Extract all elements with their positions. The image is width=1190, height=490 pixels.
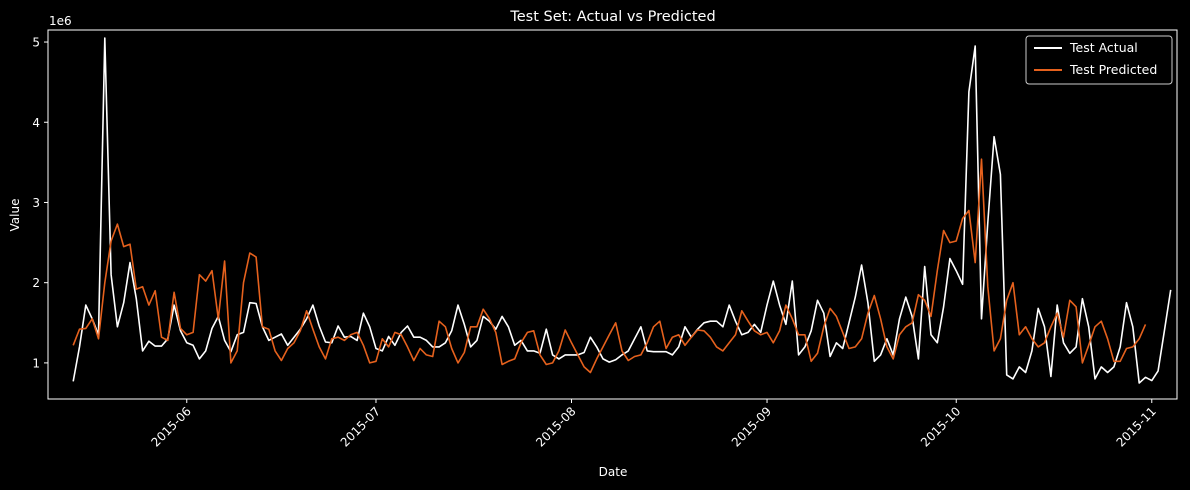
chart-title: Test Set: Actual vs Predicted: [509, 9, 715, 25]
y-axis: 1 2 3 4 5: [32, 36, 48, 370]
y-tick-label: 4: [32, 116, 40, 130]
series-line-test-predicted: [72, 158, 1147, 374]
y-scale-label: 1e6: [49, 14, 72, 28]
y-tick-label: 2: [32, 276, 40, 290]
y-tick-label: 5: [32, 36, 40, 50]
legend-label-test-predicted: Test Predicted: [1069, 62, 1157, 77]
y-axis-label: Value: [8, 199, 22, 232]
x-axis-label: Date: [599, 465, 628, 479]
y-tick-label: 1: [32, 356, 40, 370]
legend-box: [1025, 35, 1173, 85]
series-line-test-actual: [72, 37, 1172, 384]
legend-label-test-actual: Test Actual: [1069, 40, 1138, 55]
plot-lines: [72, 37, 1172, 384]
plot-frame: [47, 29, 1178, 400]
legend: Test Actual Test Predicted: [1025, 35, 1173, 85]
y-tick-label: 3: [32, 196, 40, 210]
